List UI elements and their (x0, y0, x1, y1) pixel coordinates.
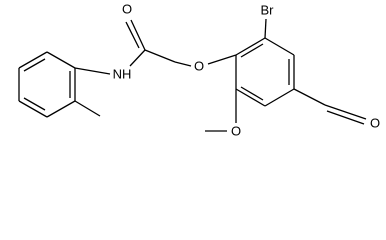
atom-label: O (231, 123, 241, 138)
atom-label: NH (113, 66, 132, 81)
atom-label: Br (261, 2, 275, 17)
atom-label: O (122, 1, 132, 16)
structure-diagram: O NH O Br O O (18, 1, 380, 138)
atom-label: O (370, 115, 380, 130)
atom-label: O (194, 58, 204, 73)
bonds (18, 18, 367, 132)
